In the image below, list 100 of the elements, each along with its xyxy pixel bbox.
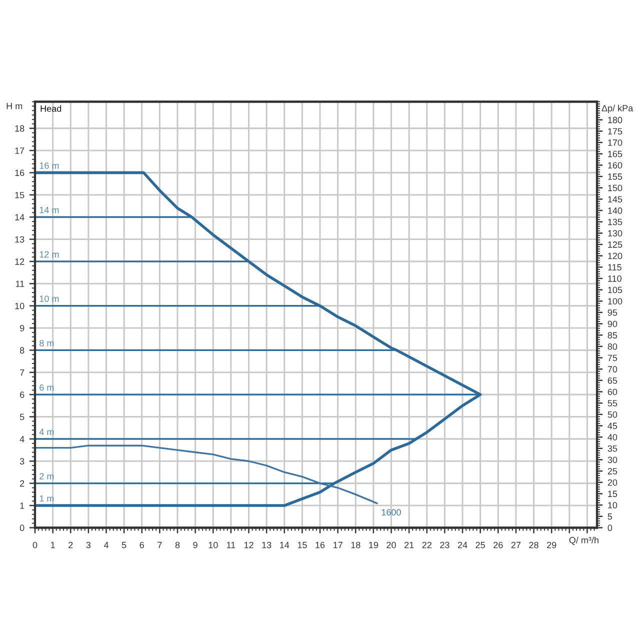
annotation: 2 m xyxy=(40,473,54,480)
x-tick-label: 25 xyxy=(476,542,485,548)
y2-tick-label: 15 xyxy=(608,490,618,498)
y2-tick-label: 145 xyxy=(608,196,622,202)
y-tick-label: 1 xyxy=(20,502,24,509)
series-label: 1600 xyxy=(382,509,401,516)
y-tick-label: 0 xyxy=(20,524,24,532)
y-axis-title: H m xyxy=(6,102,22,110)
y-tick-label: 4 xyxy=(20,436,24,442)
x-tick-label: 13 xyxy=(262,542,272,548)
y2-tick-label: 150 xyxy=(608,184,622,192)
y2-tick-label: 70 xyxy=(608,366,618,372)
y2-tick-label: 45 xyxy=(608,422,618,430)
y2-tick-label: 55 xyxy=(608,400,618,406)
y2-tick-label: 135 xyxy=(608,218,622,226)
x-tick-label: 17 xyxy=(333,542,342,548)
y2-tick-label: 0 xyxy=(608,524,612,532)
y2-tick-label: 50 xyxy=(608,411,618,418)
y2-tick-label: 115 xyxy=(608,264,622,270)
y-tick-label: 17 xyxy=(15,148,24,154)
annotation: 4 m xyxy=(39,428,54,435)
y-tick-label: 9 xyxy=(20,324,24,332)
x-tick-label: 2 xyxy=(68,542,73,548)
x-tick-label: 24 xyxy=(458,542,468,548)
x-tick-label: 16 xyxy=(316,542,325,548)
x-tick-label: 9 xyxy=(193,542,198,548)
x-axis-title: Q/ m³/h xyxy=(569,536,598,545)
y2-tick-label: 80 xyxy=(608,343,618,350)
y2-tick-label: 130 xyxy=(608,230,622,236)
y2-tick-label: 170 xyxy=(608,139,622,146)
y2-axis-title: Δp/ kPa xyxy=(602,104,634,114)
y2-tick-label: 165 xyxy=(608,150,622,158)
y-tick-label: 8 xyxy=(20,347,24,354)
y2-tick-label: 40 xyxy=(608,434,618,440)
annotation: 10 m xyxy=(40,296,59,302)
y2-tick-label: 85 xyxy=(608,332,618,338)
y2-tick-label: 175 xyxy=(608,128,622,135)
y-tick-label: 5 xyxy=(20,414,24,420)
y2-tick-label: 35 xyxy=(608,445,618,452)
y2-tick-label: 90 xyxy=(608,320,618,328)
y2-tick-label: 125 xyxy=(608,241,622,248)
x-tick-label: 11 xyxy=(226,542,236,548)
x-tick-label: 0 xyxy=(32,542,38,548)
y-tick-label: 7 xyxy=(20,369,24,376)
y2-tick-label: 180 xyxy=(608,116,622,124)
annotation: 12 m xyxy=(40,251,59,258)
y-tick-label: 10 xyxy=(15,302,24,310)
y2-tick-label: 20 xyxy=(608,479,618,486)
x-tick-label: 19 xyxy=(369,542,378,548)
x-tick-label: 27 xyxy=(511,542,521,548)
chart-title: Head xyxy=(40,105,62,112)
x-tick-label: 12 xyxy=(244,542,254,548)
y2-tick-label: 160 xyxy=(608,162,622,169)
y2-tick-label: 30 xyxy=(608,456,618,464)
y-tick-label: 16 xyxy=(15,170,24,176)
y-tick-label: 15 xyxy=(15,192,24,198)
x-tick-label: 4 xyxy=(104,542,108,548)
x-tick-label: 26 xyxy=(494,542,503,548)
x-tick-label: 15 xyxy=(298,542,307,548)
y2-tick-label: 120 xyxy=(608,252,622,260)
y2-tick-label: 60 xyxy=(608,388,618,396)
x-tick-label: 20 xyxy=(386,542,396,548)
annotation: 14 m xyxy=(40,206,59,214)
annotation: 8 m xyxy=(40,340,54,346)
annotation: 16 m xyxy=(40,162,59,169)
y2-tick-label: 95 xyxy=(608,309,618,316)
annotation: 1 m xyxy=(40,495,54,502)
x-tick-label: 5 xyxy=(122,542,126,548)
y-tick-label: 12 xyxy=(15,258,24,265)
y-tick-label: 13 xyxy=(15,236,24,243)
y2-tick-label: 75 xyxy=(608,354,618,362)
x-tick-label: 14 xyxy=(280,542,290,548)
y2-tick-label: 25 xyxy=(608,468,618,474)
y-tick-label: 14 xyxy=(15,214,24,220)
x-tick-label: 8 xyxy=(175,542,180,548)
y-tick-label: 6 xyxy=(20,392,24,398)
x-tick-label: 18 xyxy=(351,542,360,548)
y-tick-label: 2 xyxy=(20,480,24,487)
x-tick-label: 21 xyxy=(404,542,414,548)
y-tick-label: 11 xyxy=(16,280,24,287)
x-tick-label: 7 xyxy=(158,542,162,548)
annotation: 6 m xyxy=(40,384,54,391)
x-tick-label: 23 xyxy=(440,542,450,548)
x-tick-label: 29 xyxy=(547,542,556,548)
y-tick-label: 18 xyxy=(15,125,24,132)
y2-tick-label: 105 xyxy=(608,286,622,294)
x-tick-label: 1 xyxy=(50,542,55,548)
x-tick-label: 6 xyxy=(140,542,144,548)
y2-tick-label: 110 xyxy=(608,275,622,282)
y2-tick-label: 140 xyxy=(608,207,622,214)
x-tick-label: 10 xyxy=(208,542,218,548)
y2-tick-label: 5 xyxy=(608,513,612,520)
x-tick-label: 28 xyxy=(529,542,538,548)
x-tick-label: 22 xyxy=(422,542,432,548)
y-tick-label: 3 xyxy=(20,458,24,464)
x-tick-label: 3 xyxy=(86,542,91,548)
y2-tick-label: 155 xyxy=(608,174,622,180)
y2-tick-label: 10 xyxy=(608,502,618,508)
y2-tick-label: 100 xyxy=(608,298,622,304)
y2-tick-label: 65 xyxy=(608,377,618,384)
